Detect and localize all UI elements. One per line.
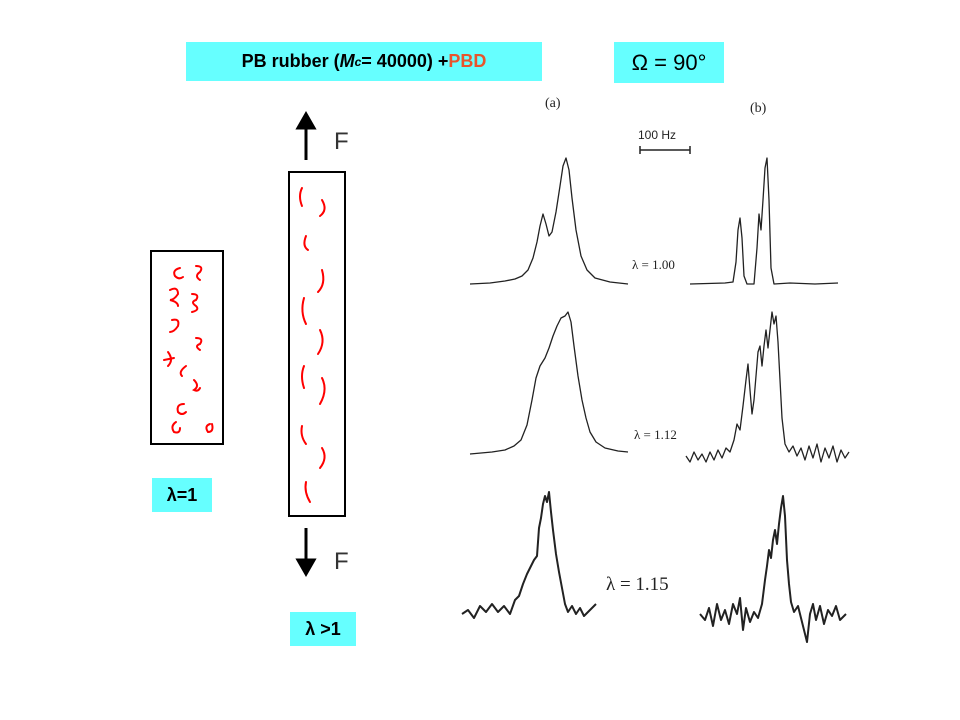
arrow-up-icon [295,110,317,130]
polymer-chain [319,377,326,405]
polymer-chain [195,337,203,351]
title-prefix: PB rubber ( [241,51,340,71]
polymer-chain [300,425,307,445]
title-middle: = 40000) + [361,51,449,71]
lambda-stretched-box: λ >1 [290,612,356,646]
polymer-chain [191,293,199,313]
arrow-down-icon [295,558,317,578]
force-arrows [295,110,317,578]
polymer-chain [205,423,214,434]
force-label-bottom: F [334,548,349,575]
lambda-unstretched-box: λ=1 [152,478,212,512]
polymer-chain [176,403,187,415]
polymer-chain [169,318,180,333]
spectrum-b-1-12 [685,311,850,463]
lambda-unstretched-label: λ=1 [166,484,198,505]
scale-bar [639,146,691,154]
spectrum-a-1-00 [469,157,629,285]
force-label-top: F [334,128,349,155]
spectrum-a-1-12 [469,311,629,455]
spectrum-a-1-15 [461,491,597,619]
polymer-chain [319,199,326,217]
spectrum-label-1-15: λ = 1.15 [606,574,669,595]
unstretched-chains [163,265,214,434]
polymer-chain [319,447,326,469]
polymer-chain [299,187,303,207]
angle-box: Ω = 90° [614,42,724,83]
polymer-chain [195,265,203,281]
polymer-chain [163,351,175,367]
spectrum-b-1-00 [689,157,839,285]
lambda-stretched-label: λ >1 [305,618,341,639]
panel-label-a: (a) [545,96,561,111]
title-m-subscript: c [354,54,362,69]
scale-bar-label: 100 Hz [638,128,677,142]
polymer-chain [173,267,184,280]
stretched-chains [299,187,326,503]
title-m-symbol: M [339,51,355,71]
polymer-chain [179,365,187,377]
panel-label-b: (b) [750,101,767,116]
polymer-chain [301,297,307,325]
spectrum-label-1-12: λ = 1.12 [634,427,677,442]
polymer-chain [317,329,324,355]
stretched-sample [288,171,346,517]
polymer-chain [301,365,305,389]
spectrum-label-1-00: λ = 1.00 [632,257,675,272]
angle-label: Ω = 90° [631,49,707,75]
polymer-chain [304,481,311,503]
spectra [461,157,850,643]
polymer-chain [169,287,180,307]
polymer-chain [171,421,181,434]
title-pbd: PBD [448,51,487,71]
polymer-chain [317,269,325,293]
polymer-chain [192,379,201,392]
unstretched-sample [150,250,224,445]
spectrum-b-1-15 [699,495,847,643]
polymer-chain [303,235,309,251]
